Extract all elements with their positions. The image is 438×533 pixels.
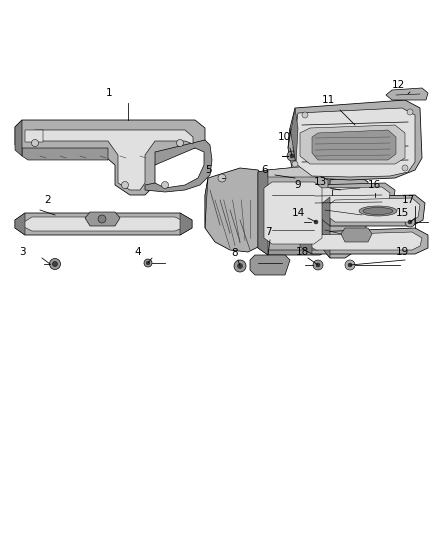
Polygon shape xyxy=(293,108,415,177)
Polygon shape xyxy=(322,175,368,258)
Polygon shape xyxy=(24,217,185,231)
Polygon shape xyxy=(300,228,428,254)
Polygon shape xyxy=(288,100,422,180)
Circle shape xyxy=(314,220,318,224)
Circle shape xyxy=(146,261,150,265)
Circle shape xyxy=(407,109,413,115)
Polygon shape xyxy=(326,198,420,222)
Circle shape xyxy=(316,263,320,267)
Polygon shape xyxy=(300,232,312,254)
Polygon shape xyxy=(15,213,192,235)
Text: 7: 7 xyxy=(265,227,271,237)
Circle shape xyxy=(311,217,321,227)
Polygon shape xyxy=(268,165,332,177)
Circle shape xyxy=(98,215,106,223)
Text: 1: 1 xyxy=(106,88,112,98)
Text: 9: 9 xyxy=(295,180,301,190)
Ellipse shape xyxy=(359,206,397,216)
Circle shape xyxy=(402,165,408,171)
Polygon shape xyxy=(264,182,322,244)
Text: 11: 11 xyxy=(321,95,335,105)
Text: 16: 16 xyxy=(367,180,381,190)
Polygon shape xyxy=(300,125,405,164)
Circle shape xyxy=(302,112,308,118)
Ellipse shape xyxy=(363,207,393,214)
Text: 6: 6 xyxy=(261,165,268,175)
Bar xyxy=(25,130,43,142)
Polygon shape xyxy=(312,130,396,160)
Polygon shape xyxy=(205,168,268,252)
Polygon shape xyxy=(302,183,395,212)
Circle shape xyxy=(234,260,246,272)
Circle shape xyxy=(408,220,412,224)
Polygon shape xyxy=(306,232,422,250)
Circle shape xyxy=(348,263,352,267)
Polygon shape xyxy=(258,165,332,255)
Polygon shape xyxy=(145,140,212,192)
Circle shape xyxy=(287,151,297,161)
Text: 3: 3 xyxy=(19,247,25,257)
Circle shape xyxy=(121,182,128,189)
Text: 8: 8 xyxy=(232,248,238,258)
Polygon shape xyxy=(288,108,298,164)
Text: 18: 18 xyxy=(295,247,309,257)
Polygon shape xyxy=(28,130,193,190)
Polygon shape xyxy=(15,120,22,156)
Text: 13: 13 xyxy=(313,177,327,187)
Text: 4: 4 xyxy=(135,247,141,257)
Polygon shape xyxy=(180,213,192,235)
Circle shape xyxy=(405,217,415,227)
Circle shape xyxy=(177,140,184,147)
Text: 14: 14 xyxy=(291,208,304,218)
Circle shape xyxy=(290,154,294,158)
Text: 5: 5 xyxy=(205,165,211,175)
Polygon shape xyxy=(386,88,428,100)
Text: 17: 17 xyxy=(401,195,415,205)
Text: 10: 10 xyxy=(277,132,290,142)
Circle shape xyxy=(53,262,57,266)
Polygon shape xyxy=(15,120,205,195)
Circle shape xyxy=(345,260,355,270)
Text: 2: 2 xyxy=(45,195,51,205)
Text: 12: 12 xyxy=(392,80,405,90)
Text: 19: 19 xyxy=(396,247,409,257)
Polygon shape xyxy=(15,213,25,235)
Polygon shape xyxy=(250,255,290,275)
Polygon shape xyxy=(22,148,108,160)
Polygon shape xyxy=(258,170,268,255)
Circle shape xyxy=(218,174,226,182)
Polygon shape xyxy=(308,187,390,209)
Circle shape xyxy=(32,140,39,147)
Circle shape xyxy=(237,263,243,269)
Circle shape xyxy=(313,260,323,270)
Circle shape xyxy=(144,259,152,267)
Polygon shape xyxy=(320,195,425,226)
Circle shape xyxy=(162,182,169,189)
Polygon shape xyxy=(320,197,330,226)
Circle shape xyxy=(292,161,298,167)
Text: 15: 15 xyxy=(396,208,409,218)
Polygon shape xyxy=(85,212,120,226)
Circle shape xyxy=(49,259,60,270)
Polygon shape xyxy=(322,195,330,258)
Polygon shape xyxy=(260,175,328,250)
Polygon shape xyxy=(205,178,208,228)
Polygon shape xyxy=(341,228,372,242)
